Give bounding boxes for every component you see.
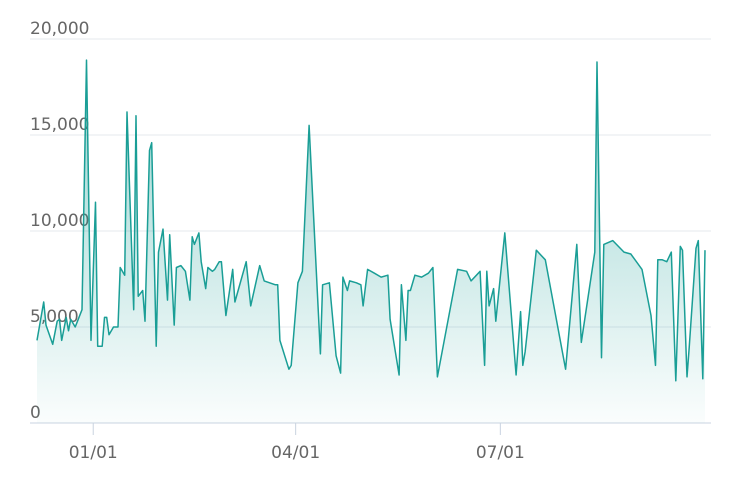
y-tick-label: 0 (30, 403, 41, 423)
x-tick-label: 01/01 (69, 443, 118, 463)
y-tick-label: 10,000 (30, 211, 89, 231)
area-line (36, 59, 706, 382)
area-fill (37, 60, 705, 423)
y-tick-label: 20,000 (30, 19, 89, 39)
x-tick-label: 07/01 (476, 443, 525, 463)
x-tick-label: 04/01 (271, 443, 320, 463)
y-tick-label: 15,000 (30, 115, 89, 135)
